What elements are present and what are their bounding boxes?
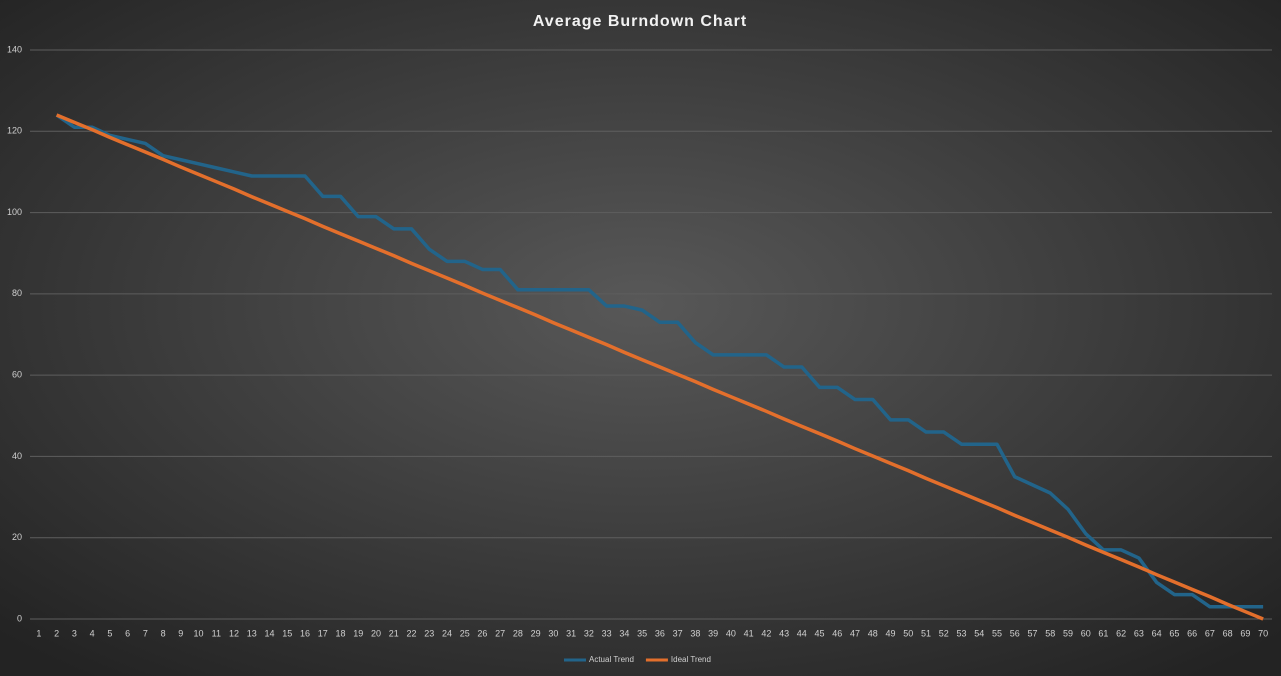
x-tick-label: 7 bbox=[143, 628, 148, 638]
y-tick-label: 100 bbox=[7, 207, 22, 217]
x-tick-label: 48 bbox=[868, 628, 878, 638]
x-tick-label: 38 bbox=[690, 628, 700, 638]
x-tick-label: 56 bbox=[1010, 628, 1020, 638]
y-tick-label: 20 bbox=[12, 532, 22, 542]
y-tick-label: 60 bbox=[12, 370, 22, 380]
x-tick-label: 41 bbox=[744, 628, 754, 638]
series-line bbox=[55, 113, 1264, 609]
x-tick-label: 24 bbox=[442, 628, 452, 638]
x-tick-label: 12 bbox=[229, 628, 239, 638]
x-tick-label: 53 bbox=[956, 628, 966, 638]
x-tick-label: 62 bbox=[1116, 628, 1126, 638]
x-tick-label: 8 bbox=[161, 628, 166, 638]
x-tick-label: 64 bbox=[1152, 628, 1162, 638]
x-tick-label: 54 bbox=[974, 628, 984, 638]
x-tick-label: 28 bbox=[513, 628, 523, 638]
y-tick-label: 40 bbox=[12, 451, 22, 461]
y-tick-label: 80 bbox=[12, 288, 22, 298]
x-tick-label: 37 bbox=[673, 628, 683, 638]
x-tick-label: 61 bbox=[1098, 628, 1108, 638]
x-tick-label: 63 bbox=[1134, 628, 1144, 638]
x-tick-label: 52 bbox=[939, 628, 949, 638]
x-tick-label: 55 bbox=[992, 628, 1002, 638]
x-tick-label: 6 bbox=[125, 628, 130, 638]
x-tick-label: 51 bbox=[921, 628, 931, 638]
x-tick-label: 15 bbox=[282, 628, 292, 638]
x-tick-label: 33 bbox=[602, 628, 612, 638]
x-tick-label: 36 bbox=[655, 628, 665, 638]
x-tick-label: 23 bbox=[424, 628, 434, 638]
x-tick-label: 18 bbox=[335, 628, 345, 638]
x-tick-label: 60 bbox=[1081, 628, 1091, 638]
x-tick-label: 9 bbox=[178, 628, 183, 638]
x-tick-label: 44 bbox=[797, 628, 807, 638]
y-tick-label: 120 bbox=[7, 126, 22, 136]
x-tick-label: 68 bbox=[1223, 628, 1233, 638]
x-tick-label: 10 bbox=[194, 628, 204, 638]
x-tick-label: 31 bbox=[566, 628, 576, 638]
x-tick-label: 42 bbox=[761, 628, 771, 638]
x-tick-label: 11 bbox=[212, 628, 221, 638]
x-tick-label: 21 bbox=[389, 628, 399, 638]
x-tick-label: 20 bbox=[371, 628, 381, 638]
legend-label: Actual Trend bbox=[589, 655, 634, 664]
x-tick-label: 16 bbox=[300, 628, 310, 638]
x-tick-label: 25 bbox=[460, 628, 470, 638]
x-tick-label: 67 bbox=[1205, 628, 1215, 638]
x-tick-label: 1 bbox=[36, 628, 41, 638]
x-tick-label: 69 bbox=[1240, 628, 1250, 638]
x-tick-label: 4 bbox=[90, 628, 95, 638]
x-tick-label: 34 bbox=[619, 628, 629, 638]
x-tick-label: 65 bbox=[1169, 628, 1179, 638]
x-tick-label: 3 bbox=[72, 628, 77, 638]
x-tick-label: 57 bbox=[1027, 628, 1037, 638]
x-tick-label: 47 bbox=[850, 628, 860, 638]
x-tick-label: 43 bbox=[779, 628, 789, 638]
x-tick-label: 26 bbox=[477, 628, 487, 638]
legend-label: Ideal Trend bbox=[671, 655, 711, 664]
x-tick-label: 29 bbox=[531, 628, 541, 638]
series-line bbox=[55, 113, 1264, 621]
x-tick-label: 58 bbox=[1045, 628, 1055, 638]
x-tick-label: 49 bbox=[886, 628, 896, 638]
x-tick-label: 13 bbox=[247, 628, 257, 638]
x-tick-label: 50 bbox=[903, 628, 913, 638]
x-tick-label: 70 bbox=[1258, 628, 1268, 638]
x-tick-label: 46 bbox=[832, 628, 842, 638]
x-tick-label: 66 bbox=[1187, 628, 1197, 638]
y-tick-label: 0 bbox=[17, 613, 22, 623]
x-tick-label: 22 bbox=[406, 628, 416, 638]
x-tick-label: 14 bbox=[265, 628, 275, 638]
x-tick-label: 17 bbox=[318, 628, 328, 638]
x-tick-label: 30 bbox=[548, 628, 558, 638]
y-tick-label: 140 bbox=[7, 44, 22, 54]
x-tick-label: 45 bbox=[815, 628, 825, 638]
x-tick-label: 27 bbox=[495, 628, 505, 638]
x-tick-label: 32 bbox=[584, 628, 594, 638]
x-tick-label: 39 bbox=[708, 628, 718, 638]
x-tick-label: 5 bbox=[107, 628, 112, 638]
x-tick-label: 40 bbox=[726, 628, 736, 638]
x-tick-label: 19 bbox=[353, 628, 363, 638]
x-tick-label: 59 bbox=[1063, 628, 1073, 638]
x-tick-label: 2 bbox=[54, 628, 59, 638]
x-tick-label: 35 bbox=[637, 628, 647, 638]
chart-title: Average Burndown Chart bbox=[533, 13, 747, 30]
